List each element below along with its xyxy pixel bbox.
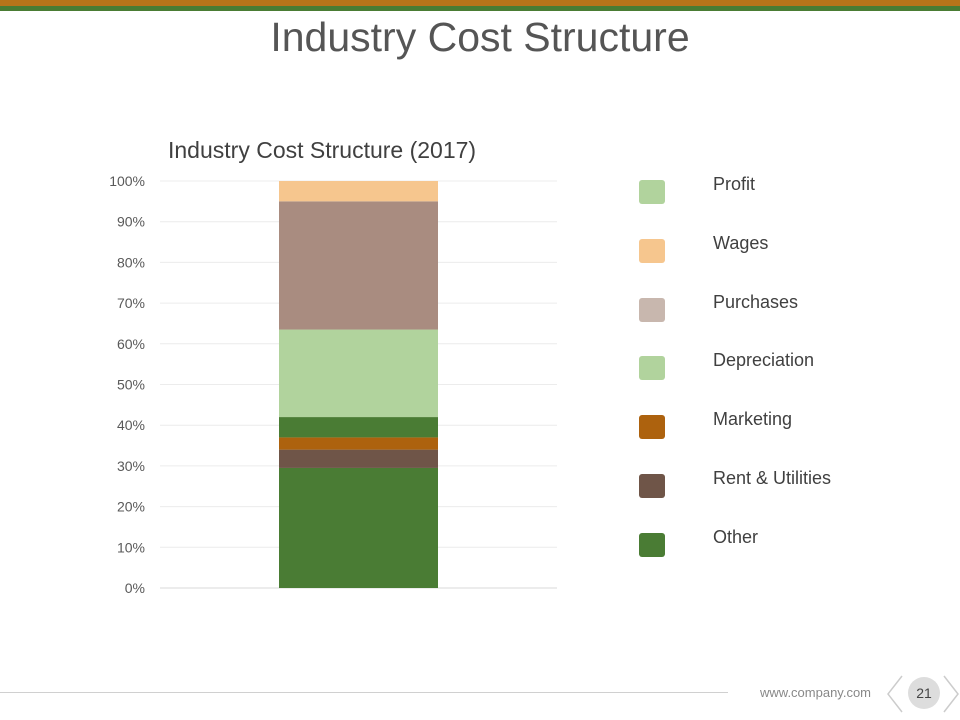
legend-item: Other (639, 525, 899, 557)
page-number: 21 (908, 677, 940, 709)
legend-swatch (639, 415, 665, 440)
y-tick-label: 80% (117, 254, 145, 270)
top-accent-bar-brown (0, 0, 960, 6)
bar-segment-wages (279, 181, 438, 202)
y-tick-label: 70% (117, 295, 145, 311)
chart-title: Industry Cost Structure (2017) (168, 137, 477, 163)
legend-swatch (639, 532, 665, 557)
legend-item: Profit (639, 172, 899, 204)
legend-item: Depreciation (639, 348, 899, 381)
footer-url: www.company.com (760, 685, 872, 700)
y-tick-label: 40% (117, 417, 145, 433)
bar-segment-other (279, 417, 438, 438)
legend-item: Rent & Utilities (639, 466, 899, 498)
legend-label: Wages (713, 232, 769, 253)
footer-divider (0, 692, 728, 693)
top-accent-bar-green (0, 6, 960, 11)
y-tick-label: 60% (117, 336, 145, 352)
bar-segment-other (279, 467, 438, 588)
y-tick-label: 100% (109, 173, 145, 189)
y-tick-label: 0% (125, 580, 145, 596)
legend-swatch (639, 356, 665, 381)
bar-segment-rent-utilities (279, 449, 438, 468)
y-tick-label: 10% (117, 539, 145, 555)
legend-label: Marketing (713, 409, 793, 430)
legend-label: Profit (713, 174, 756, 194)
legend-item: Purchases (639, 290, 899, 322)
legend-swatch (639, 297, 665, 322)
legend-swatch (639, 238, 665, 263)
legend-label: Rent & Utilities (713, 468, 832, 488)
slide-title: Industry Cost Structure (270, 14, 690, 60)
legend-item: Marketing (639, 407, 899, 440)
bar-segment-purchases (279, 201, 438, 330)
y-tick-label: 90% (117, 214, 145, 230)
y-tick-label: 20% (117, 499, 145, 515)
prev-arrow-icon[interactable] (884, 674, 906, 714)
legend-item: Wages (639, 231, 899, 263)
legend-swatch (639, 180, 665, 204)
bar-segment-marketing (279, 437, 438, 450)
legend-swatch (639, 474, 665, 498)
bar-segment-depreciation (279, 329, 438, 418)
y-tick-label: 50% (117, 377, 145, 393)
y-tick-label: 30% (117, 458, 145, 474)
next-arrow-icon[interactable] (942, 674, 960, 714)
legend-label: Purchases (713, 291, 799, 312)
legend-label: Depreciation (713, 350, 815, 371)
legend-label: Other (713, 526, 759, 547)
